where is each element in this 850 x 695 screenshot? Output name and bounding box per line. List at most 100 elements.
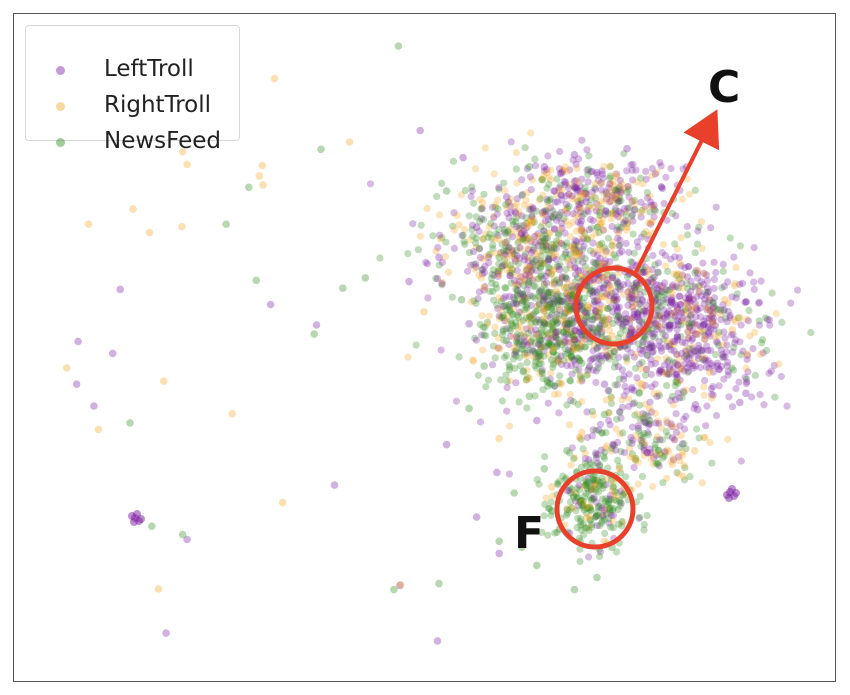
cloud-point xyxy=(610,295,618,303)
cloud-point xyxy=(666,286,674,294)
cloud-point xyxy=(556,296,565,304)
cloud-point xyxy=(675,394,684,402)
cloud-point xyxy=(702,291,710,299)
cloud-point xyxy=(695,434,703,442)
cloud-point xyxy=(646,343,655,351)
cloud-point xyxy=(639,338,647,346)
cloud-point xyxy=(623,387,631,395)
cloud-point xyxy=(768,289,776,297)
point-righttroll xyxy=(94,425,103,434)
cloud-point xyxy=(561,284,569,292)
cloud-point xyxy=(596,284,604,292)
cloud-point xyxy=(685,262,693,271)
cloud-point xyxy=(738,279,747,287)
cloud-point xyxy=(724,299,732,307)
cloud-point xyxy=(494,334,502,342)
point-lefttroll xyxy=(116,285,124,294)
cloud-point xyxy=(750,244,758,252)
cloud-point xyxy=(663,312,671,320)
cloud-point xyxy=(482,332,490,340)
cloud-point xyxy=(670,270,678,278)
cloud-point xyxy=(715,365,723,373)
cloud-point xyxy=(531,232,539,241)
cloud-point xyxy=(478,266,486,274)
cloud-point xyxy=(522,196,530,204)
cloud-point xyxy=(630,281,638,289)
cloud-point xyxy=(512,379,520,387)
cloud-point xyxy=(524,281,533,289)
cloud-point xyxy=(660,452,668,460)
cloud-point xyxy=(600,452,608,460)
cloud-point xyxy=(530,249,539,257)
cloud-point xyxy=(484,376,493,384)
cloud-point xyxy=(704,323,712,331)
cloud-point xyxy=(550,333,558,341)
cloud-point xyxy=(638,318,646,326)
cloud-point xyxy=(794,286,802,294)
cloud-point xyxy=(544,334,552,342)
point-righttroll xyxy=(183,160,191,169)
cloud-point xyxy=(667,296,676,304)
cloud-point xyxy=(505,303,513,311)
cloud-point xyxy=(615,353,623,361)
cloud-point xyxy=(577,238,585,246)
cloud-point xyxy=(709,298,717,306)
cloud-point xyxy=(569,333,577,341)
cloud-point xyxy=(646,219,655,227)
cloud-point xyxy=(540,291,548,300)
cloud-point xyxy=(723,358,732,366)
cloud-point xyxy=(589,324,597,332)
cloud-point xyxy=(467,261,475,269)
cloud-point xyxy=(709,362,717,370)
cloud-point xyxy=(533,331,541,339)
cloud-point xyxy=(763,315,772,324)
cloud-point xyxy=(627,328,635,336)
point-newsfeed xyxy=(563,446,571,455)
cloud-point xyxy=(703,306,711,314)
cloud-point xyxy=(640,526,648,534)
cloud-point xyxy=(596,324,604,333)
cloud-point xyxy=(561,310,569,318)
cloud-point xyxy=(565,190,573,198)
cloud-point xyxy=(558,196,566,204)
cloud-point xyxy=(533,476,541,484)
cloud-point xyxy=(608,210,616,218)
cloud-point xyxy=(728,403,737,411)
cloud-point xyxy=(711,321,720,330)
cloud-point xyxy=(595,277,603,285)
cloud-point xyxy=(622,318,630,326)
cloud-point xyxy=(540,347,548,355)
cloud-point xyxy=(655,419,663,427)
cloud-point xyxy=(685,345,693,353)
cloud-point xyxy=(683,273,692,281)
cloud-point xyxy=(665,370,673,378)
cloud-point xyxy=(571,278,580,286)
cloud-point xyxy=(598,179,606,187)
point-lefttroll xyxy=(540,163,549,171)
cloud-point xyxy=(610,294,618,302)
cloud-point xyxy=(623,273,632,281)
cloud-point xyxy=(729,348,737,356)
cloud-point xyxy=(568,289,577,297)
cloud-point xyxy=(513,300,521,308)
cloud-point xyxy=(767,367,775,375)
cloud-point xyxy=(478,331,486,339)
cloud-point xyxy=(673,333,681,341)
cloud-point xyxy=(510,202,519,210)
cloud-point xyxy=(652,319,660,327)
cloud-point xyxy=(661,279,669,287)
cloud-point xyxy=(509,333,518,341)
cloud-point xyxy=(622,310,630,318)
cloud-point xyxy=(675,254,684,262)
cloud-point xyxy=(684,322,692,330)
cloud-point xyxy=(573,339,581,347)
cloud-point xyxy=(557,380,566,389)
cloud-point xyxy=(654,321,662,330)
cloud-point xyxy=(565,421,574,429)
cloud-point xyxy=(613,195,622,204)
cloud-point xyxy=(684,231,692,239)
cloud-point xyxy=(588,355,596,363)
cloud-point xyxy=(662,342,670,350)
cloud-point xyxy=(680,318,688,326)
point-righttroll xyxy=(278,498,287,507)
